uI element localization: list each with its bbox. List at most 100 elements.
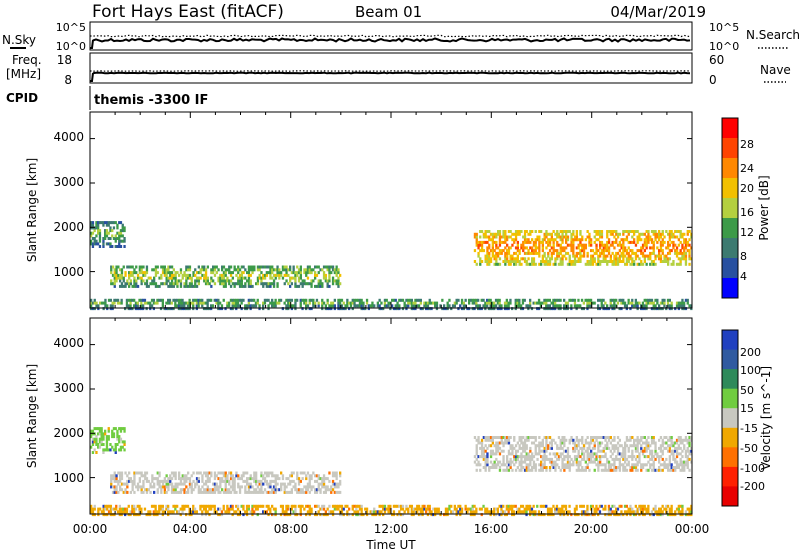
velocity-echo-cell — [475, 446, 478, 450]
velocity-echo-cell — [479, 468, 482, 472]
velocity-echo-cell — [539, 504, 542, 508]
velocity-echo-cell — [668, 436, 671, 439]
velocity-echo-cell — [102, 435, 105, 439]
velocity-echo-cell — [493, 507, 496, 511]
power-echo-cell — [328, 268, 331, 272]
power-echo-cell — [677, 304, 680, 308]
noise-right-tick-top: 10^5 — [709, 21, 739, 34]
power-echo-cell — [529, 230, 532, 233]
power-echo-cell — [577, 243, 580, 247]
velocity-echo-cell — [684, 455, 688, 459]
power-echo-cell — [172, 307, 175, 311]
velocity-echo-cell — [659, 463, 663, 467]
power-echo-cell — [226, 276, 229, 280]
power-echo-cell — [238, 282, 242, 286]
velocity-echo-cell — [654, 457, 657, 461]
velocity-echo-cell — [190, 474, 193, 478]
power-echo-cell — [590, 238, 593, 242]
power-echo-cell — [382, 307, 385, 311]
velocity-echo-cell — [672, 466, 675, 469]
power-echo-cell — [119, 229, 123, 233]
velocity-echo-cell — [521, 504, 525, 508]
power-echo-cell — [226, 268, 229, 272]
velocity-echo-cell — [124, 488, 127, 492]
velocity-echo-cell — [659, 446, 663, 450]
velocity-echo-cell — [287, 482, 290, 486]
velocity-echo-cell — [563, 438, 566, 442]
velocity-echo-cell — [497, 463, 500, 467]
power-echo-cell — [228, 304, 231, 308]
power-ytick-1000: 1000 — [53, 265, 84, 279]
power-echo-cell — [477, 307, 480, 311]
power-echo-cell — [224, 271, 227, 275]
velocity-echo-cell — [523, 446, 527, 450]
velocity-echo-cell — [641, 513, 645, 517]
velocity-echo-cell — [607, 504, 611, 508]
power-echo-cell — [303, 301, 306, 305]
velocity-echo-cell — [346, 510, 349, 514]
velocity-echo-cell — [563, 455, 566, 459]
velocity-echo-cell — [568, 463, 571, 467]
power-echo-cell — [636, 238, 639, 242]
velocity-echo-cell — [543, 460, 546, 464]
power-echo-cell — [495, 260, 498, 263]
power-echo-cell — [251, 271, 254, 275]
velocity-echo-cell — [357, 513, 360, 517]
power-echo-cell — [668, 232, 671, 236]
velocity-echo-cell — [246, 471, 249, 475]
power-colorbar-segment — [722, 278, 738, 299]
velocity-echo-cell — [105, 440, 109, 444]
power-echo-cell — [328, 307, 331, 311]
power-echo-cell — [90, 223, 93, 227]
velocity-echo-cell — [647, 460, 650, 464]
power-echo-cell — [548, 232, 552, 236]
power-echo-cell — [684, 307, 688, 311]
velocity-echo-cell — [581, 457, 584, 461]
velocity-echo-cell — [552, 438, 555, 442]
velocity-echo-cell — [572, 449, 575, 453]
power-echo-cell — [552, 262, 555, 266]
power-echo-cell — [253, 304, 256, 308]
power-echo-cell — [486, 301, 489, 305]
velocity-echo-cell — [575, 507, 578, 511]
velocity-echo-cell — [109, 507, 112, 511]
velocity-echo-cell — [342, 507, 345, 511]
power-echo-cell — [663, 301, 666, 305]
velocity-echo-cell — [204, 479, 208, 483]
power-echo-cell — [589, 301, 593, 305]
power-echo-cell — [679, 232, 682, 236]
power-echo-cell — [407, 304, 410, 308]
power-echo-cell — [683, 304, 686, 308]
velocity-echo-cell — [613, 446, 616, 450]
velocity-echo-cell — [183, 507, 186, 511]
velocity-echo-cell — [550, 507, 553, 511]
power-echo-cell — [136, 307, 139, 311]
velocity-echo-cell — [317, 474, 320, 478]
power-echo-cell — [265, 282, 268, 286]
velocity-echo-cell — [658, 468, 661, 472]
power-echo-cell — [523, 298, 526, 302]
power-echo-cell — [475, 238, 478, 242]
power-echo-cell — [115, 298, 118, 302]
power-echo-cell — [495, 240, 498, 244]
power-echo-cell — [516, 260, 519, 263]
power-echo-cell — [577, 246, 580, 250]
velocity-echo-cell — [488, 468, 491, 472]
power-echo-cell — [554, 304, 557, 308]
velocity-echo-cell — [618, 466, 621, 469]
velocity-echo-cell — [650, 463, 654, 467]
power-echo-cell — [376, 301, 379, 305]
velocity-echo-cell — [475, 444, 478, 448]
power-echo-cell — [502, 235, 505, 239]
power-echo-cell — [289, 265, 292, 269]
power-echo-cell — [172, 284, 175, 288]
velocity-echo-cell — [167, 507, 170, 511]
velocity-echo-cell — [120, 474, 124, 478]
power-echo-cell — [550, 235, 553, 239]
power-echo-cell — [460, 307, 464, 311]
power-echo-cell — [487, 298, 491, 302]
velocity-echo-cell — [677, 507, 680, 511]
power-echo-cell — [116, 223, 119, 227]
power-echo-cell — [115, 265, 118, 269]
velocity-echo-cell — [496, 507, 499, 511]
